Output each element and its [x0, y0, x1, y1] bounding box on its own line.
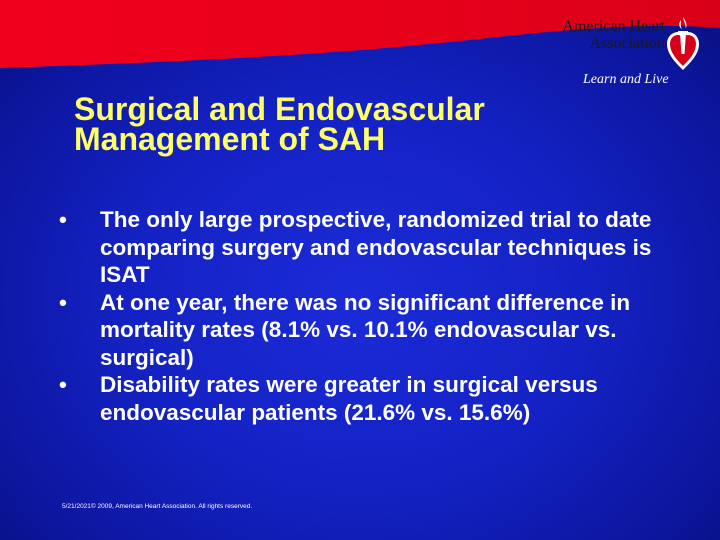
- logo-tagline: Learn and Live: [583, 72, 669, 87]
- slide-title-line2: Management of SAH: [74, 121, 386, 157]
- bullet-text: The only large prospective, randomized t…: [100, 207, 652, 287]
- footer-copyright: 5/21/2021© 2009, American Heart Associat…: [62, 503, 253, 510]
- slide-title: Surgical and Endovascular Management of …: [74, 91, 594, 157]
- bullet-dot: •: [59, 372, 67, 397]
- logo-wordmark: American Heart Association: [533, 18, 665, 52]
- bullet-item: • At one year, there was no significant …: [55, 289, 655, 372]
- bullet-dot: •: [59, 289, 67, 315]
- bullet-text: Disability rates were greater in surgica…: [100, 372, 598, 425]
- logo-name-line1: American Heart: [562, 18, 665, 35]
- bullet-item: • Disability rates were greater in surgi…: [55, 371, 655, 426]
- bullet-text: At one year, there was no significant di…: [100, 289, 631, 370]
- bullet-item: • The only large prospective, randomized…: [55, 206, 655, 289]
- top-red-band: [0, 0, 720, 68]
- heart-torch-icon: [667, 17, 699, 70]
- red-swoosh-shape: [0, 0, 720, 68]
- aha-logo: American Heart Association Learn and Liv…: [533, 14, 708, 94]
- slide-title-line1: Surgical and Endovascular: [74, 91, 485, 127]
- bullet-list: • The only large prospective, randomized…: [55, 206, 655, 426]
- bullet-dot: •: [59, 207, 67, 232]
- logo-name-line2: Association: [589, 35, 665, 52]
